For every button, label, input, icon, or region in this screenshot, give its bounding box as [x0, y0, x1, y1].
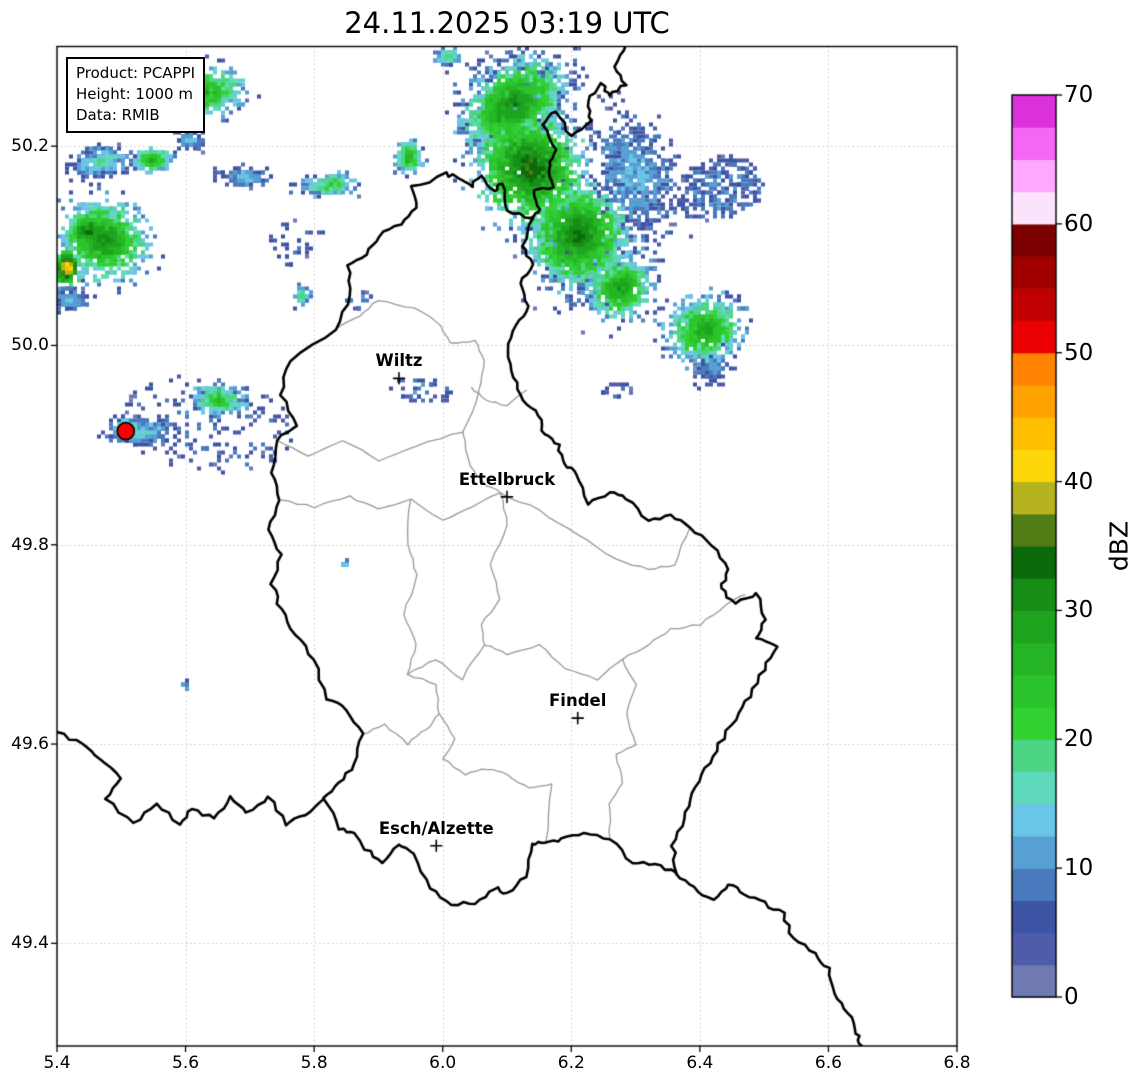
- info-product-line: Product: PCAPPI: [76, 64, 196, 82]
- x-tick-label: 6.4: [686, 1053, 714, 1073]
- y-tick-label: 49.6: [11, 734, 49, 755]
- colorbar-tick-label: 40: [1064, 468, 1094, 495]
- x-tick-label: 5.8: [300, 1053, 328, 1073]
- x-tick-label: 6.6: [814, 1053, 842, 1073]
- x-tick-label: 6.8: [943, 1053, 971, 1073]
- colorbar-tick-label: 70: [1064, 82, 1094, 108]
- colorbar-tick-label: 60: [1064, 210, 1094, 237]
- city-label: Esch/Alzette: [378, 818, 494, 838]
- x-tick-label: 6.2: [557, 1053, 585, 1073]
- y-tick-label: 50.2: [11, 136, 49, 157]
- city-label: Ettelbruck: [458, 469, 556, 489]
- info-height-line: Height: 1000 m: [76, 85, 193, 103]
- colorbar-tick-label: 10: [1064, 855, 1094, 882]
- colorbar-tick-label: 50: [1064, 339, 1094, 366]
- x-tick-label: 6.0: [429, 1053, 457, 1073]
- colorbar-tick-label: 0: [1064, 984, 1079, 1010]
- city-label: Findel: [549, 691, 607, 711]
- x-tick-label: 5.6: [172, 1053, 200, 1073]
- colorbar-axis-label: dBZ: [1104, 520, 1134, 572]
- colorbar-tick-label: 30: [1064, 597, 1094, 624]
- x-tick-label: 5.4: [43, 1053, 71, 1073]
- info-data-line: Data: RMIB: [76, 106, 160, 124]
- product-info-box: Product: PCAPPI Height: 1000 m Data: RMI…: [66, 57, 206, 133]
- y-tick-label: 50.0: [11, 335, 49, 356]
- city-label: Wiltz: [375, 351, 423, 371]
- y-tick-label: 49.8: [11, 534, 49, 555]
- y-tick-label: 49.4: [11, 933, 49, 954]
- figure-title: 24.11.2025 03:19 UTC: [344, 6, 670, 40]
- colorbar-tick-label: 20: [1064, 726, 1094, 753]
